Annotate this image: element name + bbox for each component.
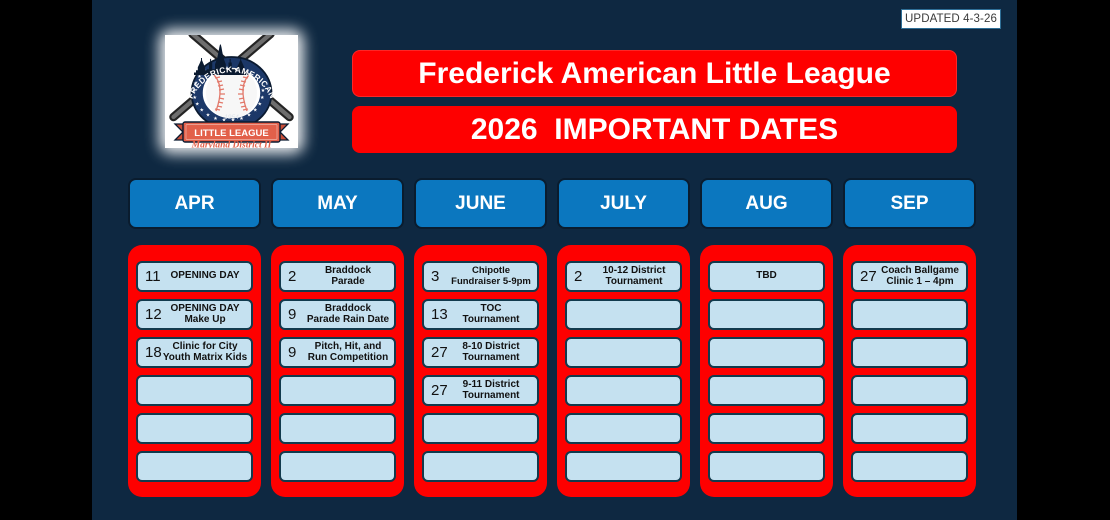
svg-text:★: ★ bbox=[260, 95, 265, 101]
svg-text:★: ★ bbox=[195, 101, 200, 107]
svg-text:★: ★ bbox=[253, 108, 258, 114]
svg-text:1954: 1954 bbox=[224, 114, 239, 121]
svg-text:Maryland District II: Maryland District II bbox=[191, 141, 272, 149]
svg-text:★: ★ bbox=[239, 116, 244, 122]
svg-text:★: ★ bbox=[206, 113, 211, 119]
svg-text:★: ★ bbox=[247, 113, 252, 119]
svg-text:★: ★ bbox=[258, 101, 263, 107]
svg-text:★: ★ bbox=[199, 108, 204, 114]
svg-text:★: ★ bbox=[213, 116, 218, 122]
svg-text:LITTLE LEAGUE: LITTLE LEAGUE bbox=[194, 128, 268, 139]
